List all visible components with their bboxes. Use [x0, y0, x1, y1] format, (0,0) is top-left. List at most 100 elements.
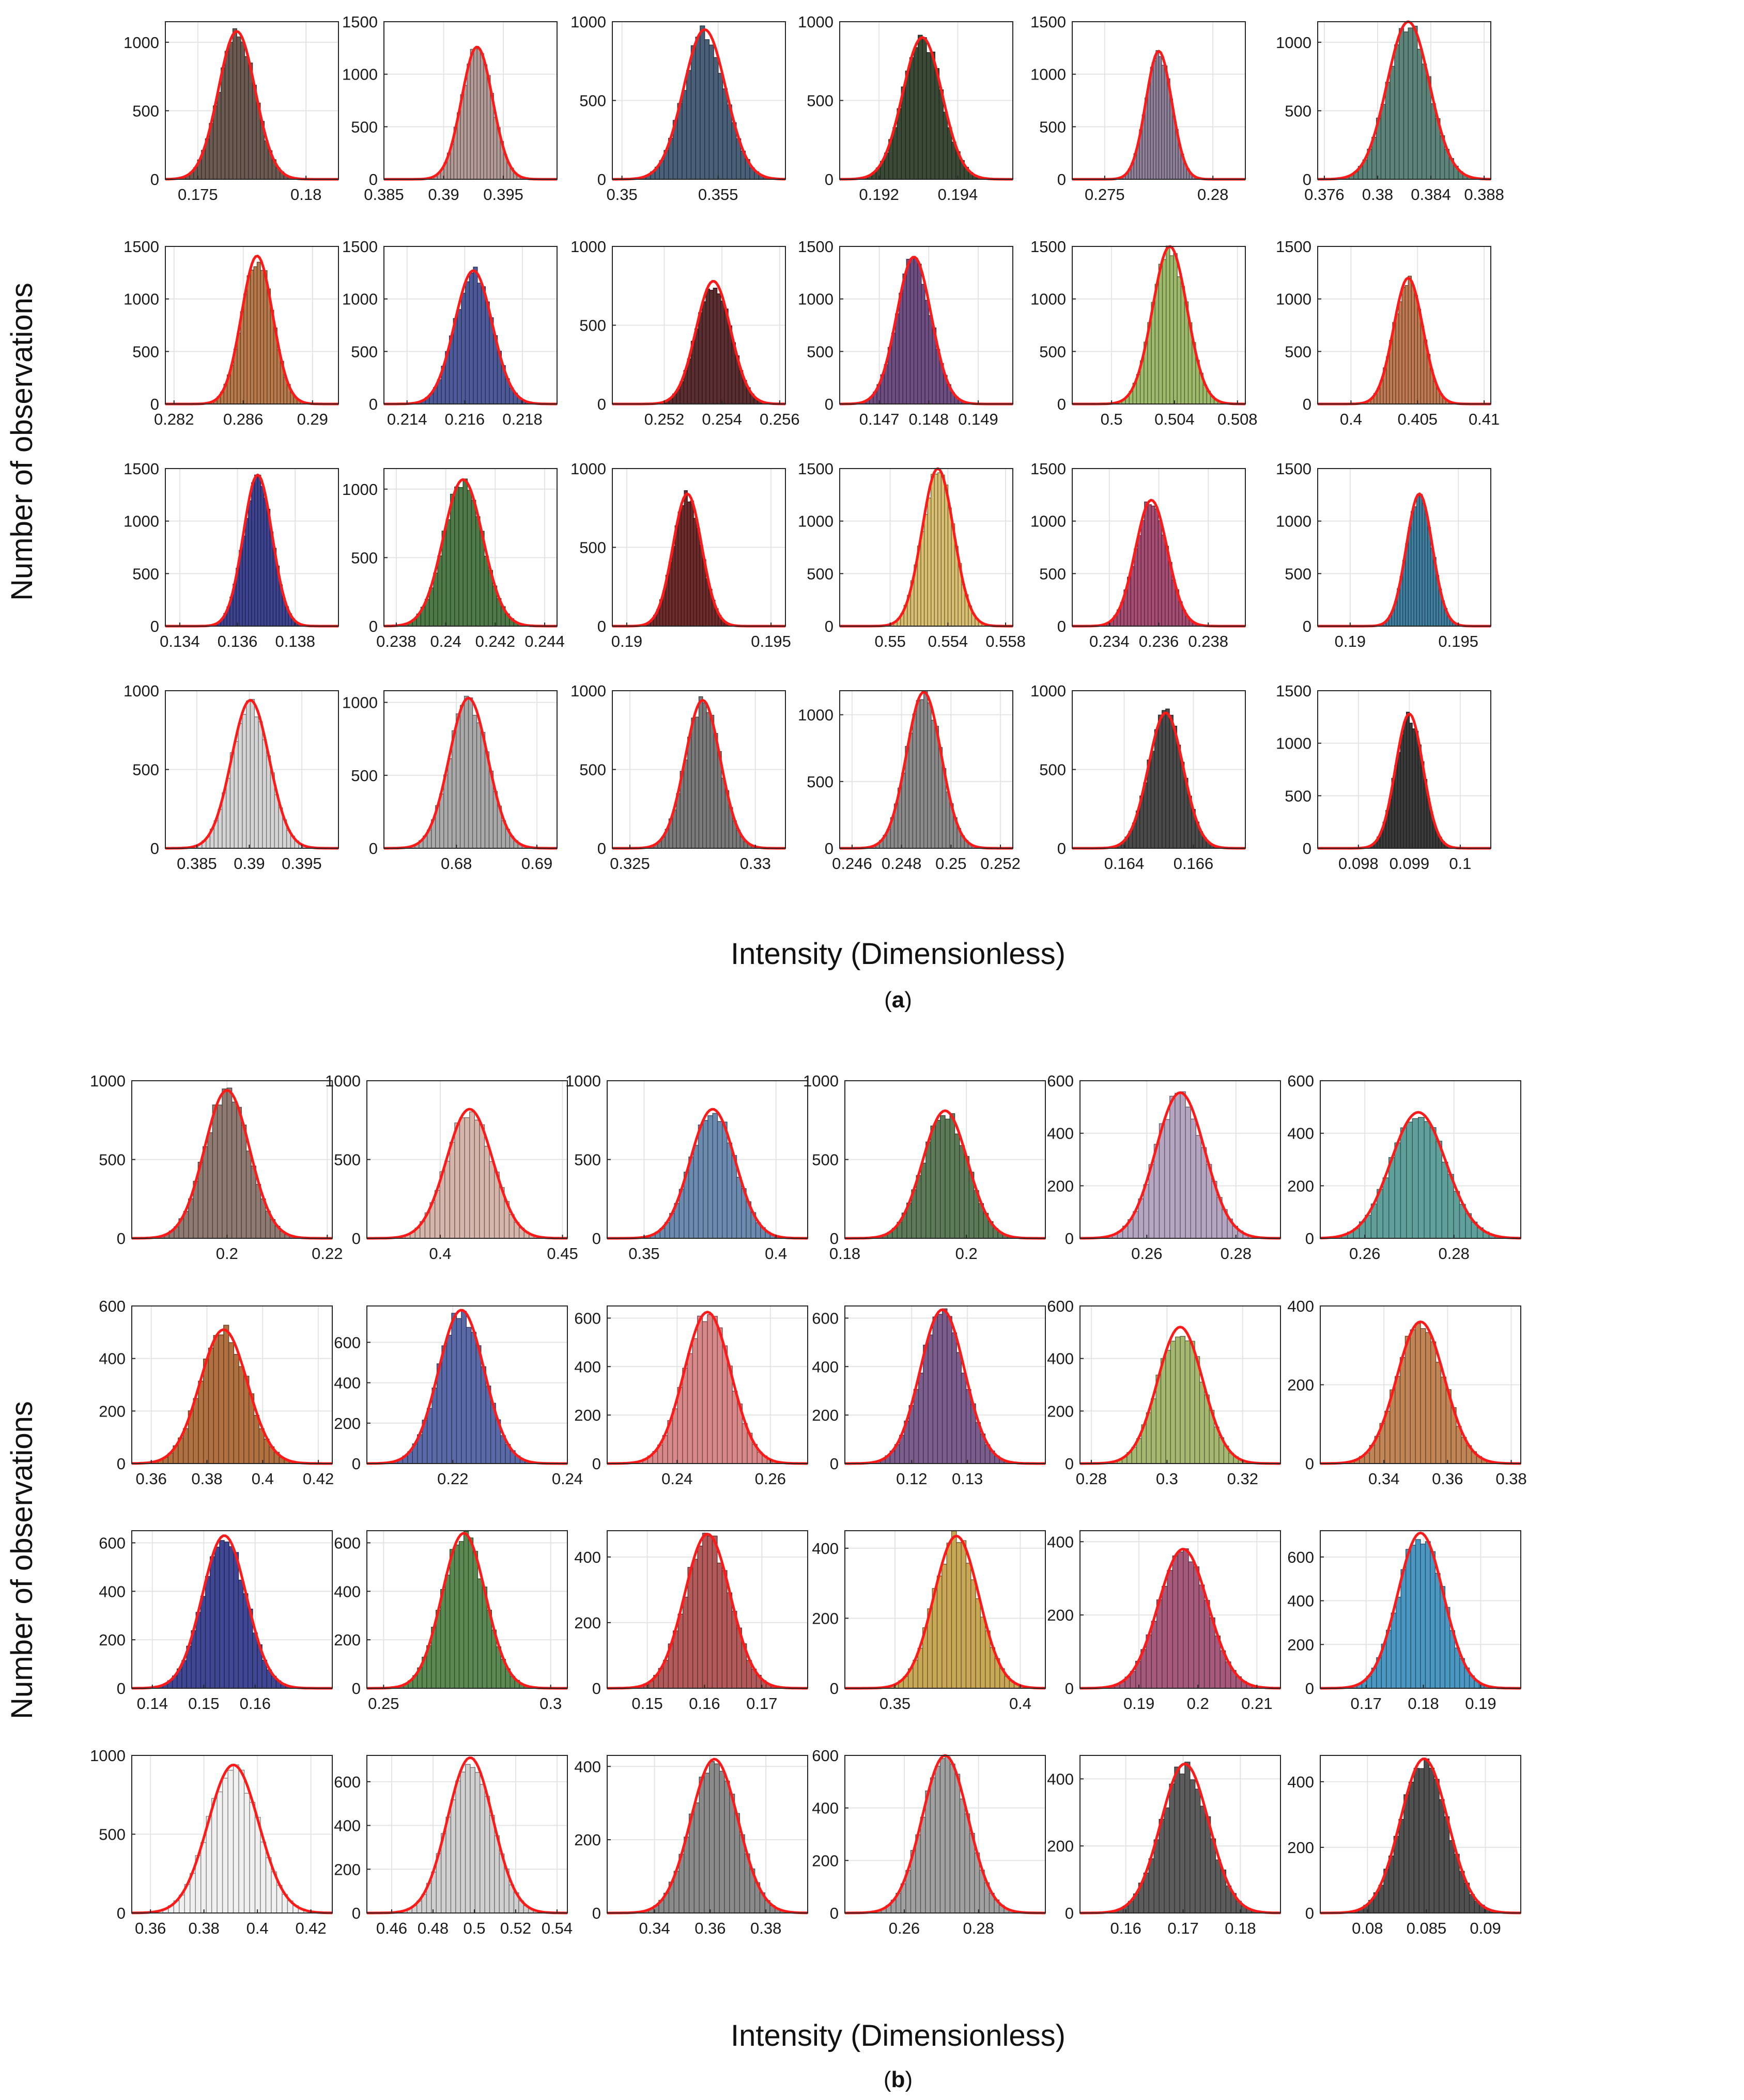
- hist-a-r4c3: 0.325 0.33 0 500 1000: [570, 682, 786, 873]
- histogram-bar: [254, 474, 258, 627]
- y-tick-label: 200: [1287, 1177, 1314, 1195]
- normal-fit-curve: [367, 1756, 567, 1915]
- hist-a-r1c6: 0.376 0.38 0.384 0.388 0 500 1000: [1276, 20, 1504, 204]
- x-tick-label: 0.36: [694, 1919, 726, 1937]
- y-tick-label: 500: [132, 565, 159, 583]
- histogram-bar: [1420, 1328, 1426, 1464]
- histogram-bar: [245, 701, 251, 849]
- histogram-bar: [466, 1327, 472, 1464]
- histogram-bar: [1151, 1398, 1156, 1464]
- histogram-bar: [1424, 1759, 1430, 1914]
- x-tick-label: 0.4: [246, 1919, 269, 1937]
- histogram-bar: [1164, 65, 1168, 180]
- y-tick-label: 1000: [570, 682, 606, 700]
- histogram-bar: [217, 1105, 223, 1239]
- histogram-bar: [476, 722, 482, 849]
- x-tick-label: 0.248: [882, 854, 922, 873]
- histogram-bar: [228, 1546, 235, 1689]
- histogram-bar: [684, 1837, 690, 1914]
- histogram-bar: [938, 89, 944, 180]
- histogram-bar: [489, 1161, 495, 1239]
- y-tick-label: 0: [1303, 617, 1311, 635]
- y-tick-label: 200: [99, 1402, 126, 1420]
- histogram-bar: [1150, 67, 1154, 180]
- y-tick-label: 0: [830, 1679, 839, 1698]
- histogram-bar: [234, 741, 239, 849]
- y-tick-label: 0: [352, 1904, 361, 1922]
- histogram-bar: [1428, 1767, 1435, 1914]
- histogram-bar: [1441, 1161, 1448, 1239]
- histogram-bar: [945, 1118, 950, 1239]
- histogram-bar: [182, 1428, 189, 1464]
- histogram-bar: [459, 705, 465, 849]
- x-tick-label: 0.214: [387, 410, 427, 428]
- y-tick-label: 600: [1047, 1297, 1074, 1315]
- histogram-bar: [231, 1101, 237, 1239]
- y-tick-label: 200: [1287, 1839, 1314, 1857]
- histogram-bar: [455, 1780, 461, 1914]
- panel-a-label: (a): [884, 987, 912, 1013]
- x-tick-label: 0.19: [1465, 1694, 1496, 1713]
- y-tick-label: 0: [830, 1230, 839, 1248]
- histogram-bar: [1169, 1096, 1176, 1239]
- histogram-bar: [242, 1593, 249, 1689]
- panel-b-xlabel: Intensity (Dimensionless): [731, 2019, 1066, 2052]
- x-tick-label: 0.28: [963, 1919, 994, 1937]
- panel-b-label: (b): [884, 2067, 913, 2092]
- x-tick-label: 0.12: [896, 1470, 927, 1488]
- histogram-bar: [702, 1533, 708, 1689]
- hist-a-r2c2: 0.214 0.216 0.218 0 500 1000 1500: [342, 238, 558, 428]
- histogram-bar: [956, 1542, 962, 1689]
- axes-frame: [1072, 21, 1246, 180]
- axes-frame: [131, 1530, 333, 1689]
- y-tick-label: 0: [1065, 1230, 1074, 1248]
- y-tick-label: 500: [1285, 343, 1311, 361]
- histogram-bar: [1165, 245, 1170, 405]
- histogram-bar: [1399, 1357, 1406, 1464]
- histogram-bar: [681, 505, 685, 627]
- hist-b-r1c2: 0.4 0.45 0 500 1000: [325, 1072, 578, 1263]
- histogram-bar: [702, 1321, 708, 1464]
- histogram-bar: [940, 474, 945, 627]
- histogram-bar: [253, 266, 258, 405]
- histogram-bar: [1403, 32, 1409, 180]
- histogram-bar: [1180, 286, 1185, 405]
- histogram-bar: [224, 51, 229, 180]
- histogram-bar: [494, 1835, 500, 1914]
- histogram-bar: [441, 1345, 447, 1464]
- x-tick-label: 0.42: [303, 1470, 334, 1488]
- y-tick-label: 1500: [124, 238, 159, 256]
- y-tick-label: 1000: [1030, 682, 1066, 700]
- histogram-bar: [457, 309, 462, 405]
- axes-frame: [607, 1530, 808, 1689]
- hist-a-r4c5: 0.164 0.166 0 500 1000: [1030, 682, 1246, 873]
- histogram-bar: [1199, 1806, 1206, 1914]
- y-tick-label: 0: [150, 170, 159, 189]
- histogram-bar: [1419, 494, 1423, 627]
- histogram-bar: [1190, 1779, 1196, 1914]
- y-tick-label: 1000: [342, 66, 378, 84]
- histogram-bar: [965, 1389, 971, 1464]
- histogram-bar: [944, 485, 949, 627]
- histogram-bar: [454, 486, 459, 627]
- y-tick-label: 200: [812, 1852, 839, 1870]
- histogram-bar: [1408, 527, 1412, 627]
- histogram-bar: [222, 1778, 228, 1914]
- histogram-bar: [1398, 28, 1405, 180]
- histogram-bar: [692, 1338, 698, 1464]
- y-tick-label: 0: [597, 395, 606, 413]
- histogram-bar: [227, 1769, 234, 1914]
- histogram-bar: [255, 1184, 261, 1239]
- x-tick-label: 0.26: [755, 1470, 786, 1488]
- histogram-bar: [1403, 1794, 1410, 1914]
- histogram-bar: [1417, 49, 1423, 180]
- histogram-bar: [1175, 1336, 1181, 1464]
- histogram-bar: [677, 1613, 684, 1689]
- hist-b-r2c3: 0.24 0.26 0 200 400 600: [574, 1305, 808, 1488]
- y-tick-label: 500: [1039, 118, 1066, 136]
- histogram-bar: [1429, 1127, 1437, 1239]
- histogram-bar: [722, 1345, 728, 1464]
- y-tick-label: 1000: [798, 706, 834, 724]
- y-tick-label: 0: [1303, 839, 1311, 858]
- hist-a-r4c1: 0.385 0.39 0.395 0 500 1000: [124, 682, 339, 873]
